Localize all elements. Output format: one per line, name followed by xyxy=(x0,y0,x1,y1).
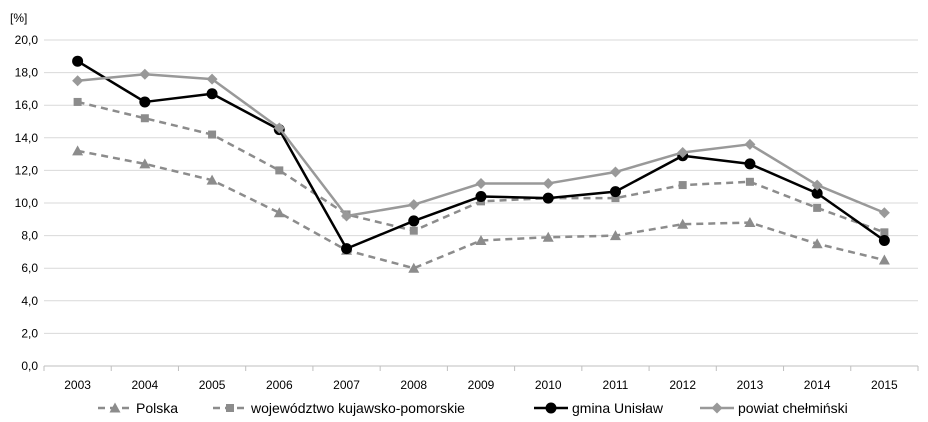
x-tick-label: 2012 xyxy=(669,378,696,392)
legend-label: Polska xyxy=(136,400,178,416)
data-point xyxy=(140,114,149,123)
y-tick-label: 6,0 xyxy=(21,261,38,275)
legend-item-gmina-unislaw: gmina Unisław xyxy=(534,400,664,416)
data-point xyxy=(139,158,151,169)
legend-marker xyxy=(711,402,723,414)
y-axis-label: [%] xyxy=(10,11,27,25)
y-tick-label: 0,0 xyxy=(21,359,38,373)
data-point xyxy=(341,210,353,222)
data-point xyxy=(206,73,218,85)
data-point xyxy=(813,203,822,212)
series-wojewodztwo-kujawsko-pomorskie xyxy=(73,97,889,237)
data-point xyxy=(273,122,285,134)
data-point xyxy=(475,234,487,245)
x-tick-label: 2003 xyxy=(64,378,91,392)
data-point xyxy=(744,138,756,150)
x-tick-label: 2005 xyxy=(199,378,226,392)
legend-marker xyxy=(109,402,121,413)
series-polska xyxy=(72,145,890,273)
legend-label: powiat chełmiński xyxy=(738,400,848,416)
x-tick-label: 2008 xyxy=(400,378,427,392)
data-point xyxy=(542,231,554,242)
legend-item-wojewodztwo-kujawsko-pomorskie: województwo kujawsko-pomorskie xyxy=(213,400,465,416)
y-tick-label: 20,0 xyxy=(15,33,39,47)
x-tick-label: 2011 xyxy=(603,378,629,392)
legend-label: województwo kujawsko-pomorskie xyxy=(250,400,465,416)
x-tick-label: 2007 xyxy=(333,378,360,392)
y-tick-label: 8,0 xyxy=(21,229,38,243)
legend-marker xyxy=(545,402,557,414)
y-tick-label: 14,0 xyxy=(15,131,39,145)
x-tick-label: 2014 xyxy=(804,378,831,392)
data-point xyxy=(611,194,620,203)
data-point xyxy=(475,190,487,202)
x-tick-label: 2015 xyxy=(871,378,898,392)
data-point xyxy=(678,181,687,190)
legend-label: gmina Unisław xyxy=(572,400,664,416)
y-tick-label: 18,0 xyxy=(15,66,39,80)
data-point xyxy=(72,145,84,156)
data-point xyxy=(878,234,890,246)
x-tick-label: 2013 xyxy=(737,378,764,392)
series-line xyxy=(77,100,885,234)
axes: 0,0 2,0 4,0 6,0 8,0 10,0 12,0 14,0 16,0 18,0 20,0 [… xyxy=(10,11,919,392)
data-point xyxy=(139,68,151,80)
data-point xyxy=(677,218,689,229)
data-point xyxy=(677,146,689,158)
data-point xyxy=(73,97,82,106)
data-point xyxy=(206,88,218,100)
legend-item-polska: Polska xyxy=(98,400,178,416)
legend: Polska województwo kujawsko-pomorskie gmin… xyxy=(98,400,848,416)
data-point xyxy=(409,226,418,235)
data-point xyxy=(744,217,756,228)
data-point xyxy=(408,199,420,211)
series-lines xyxy=(72,55,890,273)
data-point xyxy=(275,166,284,175)
data-point xyxy=(609,166,621,178)
data-point xyxy=(542,192,554,204)
y-tick-label: 12,0 xyxy=(15,163,39,177)
data-point xyxy=(811,187,823,199)
data-point xyxy=(609,186,621,198)
x-tick-label: 2010 xyxy=(535,378,562,392)
data-point xyxy=(273,207,285,218)
data-point xyxy=(208,130,217,139)
x-tick-label: 2004 xyxy=(131,378,158,392)
series-powiat-chelminski xyxy=(72,68,890,222)
data-point xyxy=(408,215,420,227)
data-point xyxy=(811,238,823,249)
data-point xyxy=(609,230,621,241)
y-tick-label: 2,0 xyxy=(21,326,38,340)
data-point xyxy=(341,243,353,255)
data-point xyxy=(139,96,151,108)
data-point xyxy=(408,262,420,273)
data-point xyxy=(878,207,890,219)
data-point xyxy=(475,177,487,189)
series-line xyxy=(76,60,886,250)
data-point xyxy=(880,228,889,237)
data-point xyxy=(206,174,218,185)
x-tick-label: 2006 xyxy=(266,378,293,392)
data-point xyxy=(744,158,756,170)
y-tick-label: 10,0 xyxy=(15,196,39,210)
data-point xyxy=(72,75,84,87)
x-tick-label: 2009 xyxy=(468,378,495,392)
legend-marker xyxy=(226,404,234,412)
data-point xyxy=(811,179,823,191)
data-point xyxy=(542,177,554,189)
data-point xyxy=(72,55,84,67)
y-tick-label: 16,0 xyxy=(15,98,39,112)
y-tick-label: 4,0 xyxy=(21,294,38,308)
data-point xyxy=(745,177,754,186)
legend-item-powiat-chelminski: powiat chełmiński xyxy=(700,400,848,416)
data-point xyxy=(878,254,890,265)
